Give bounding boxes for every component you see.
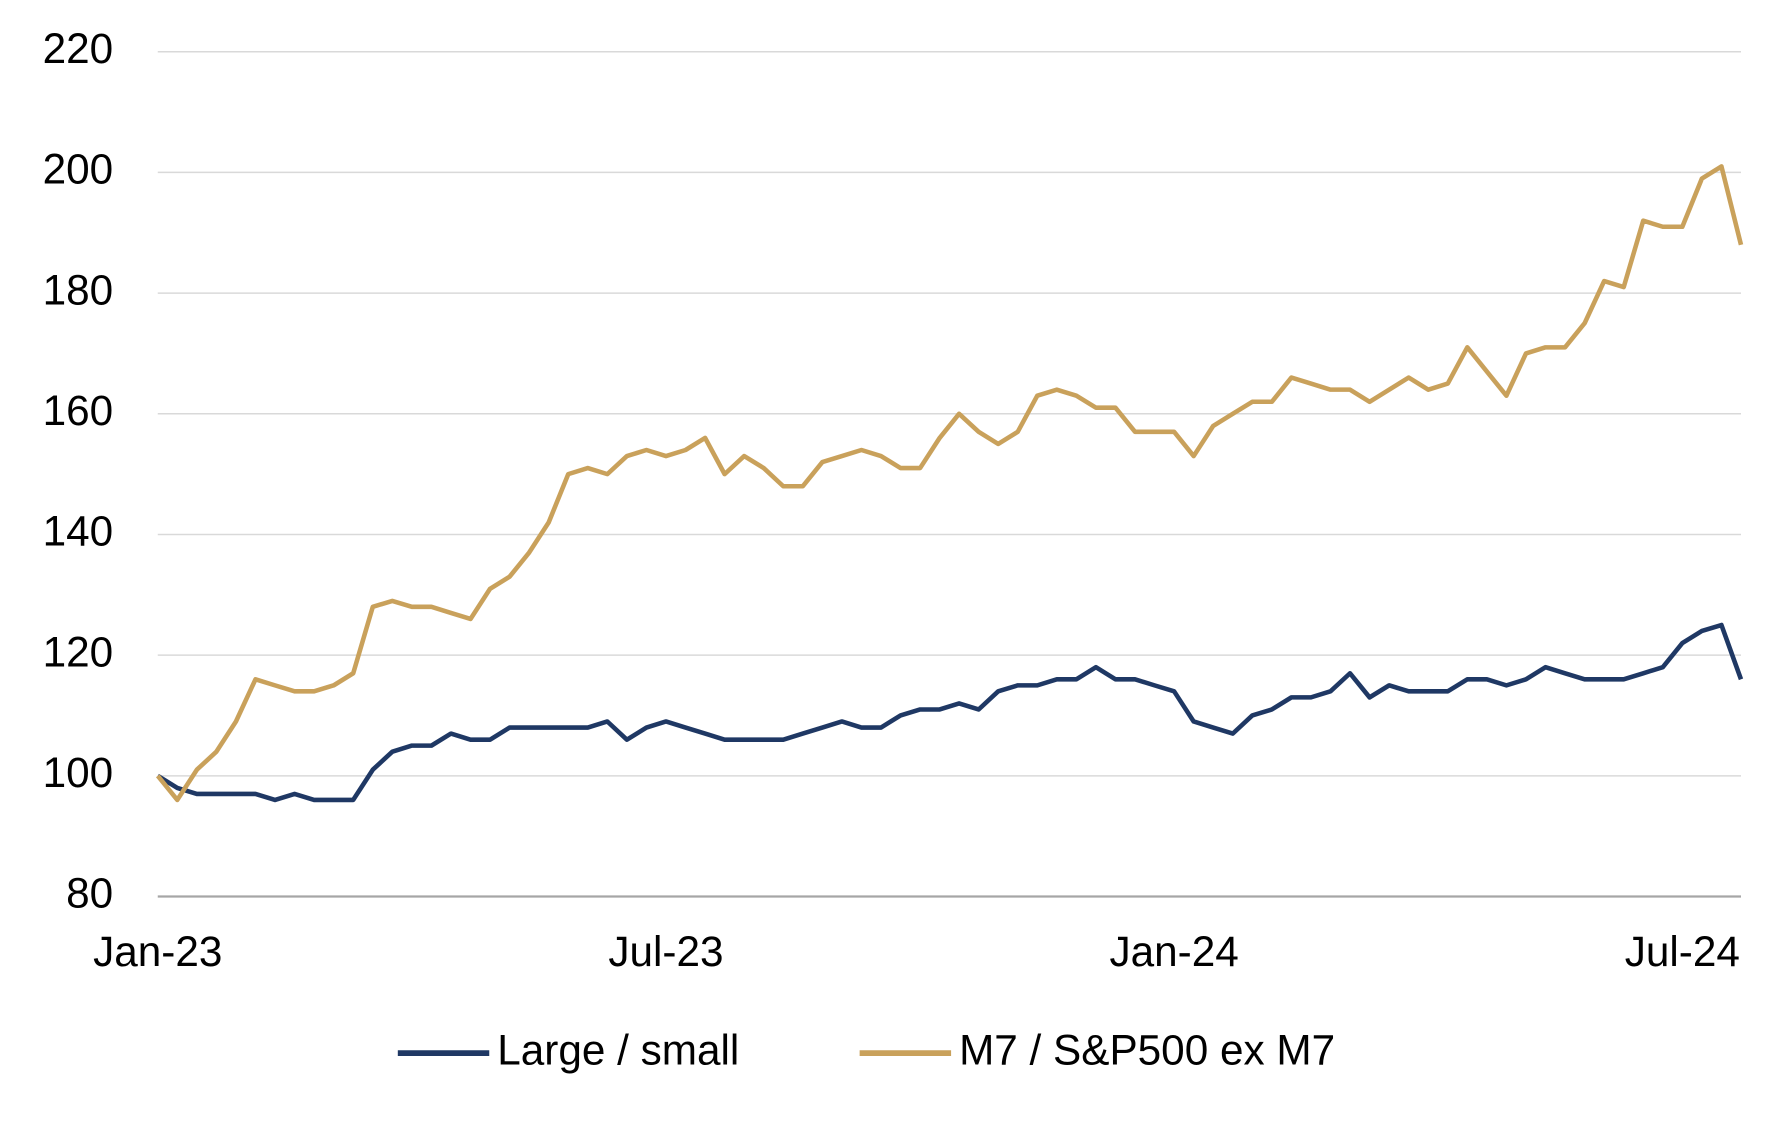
legend-label: Large / small — [497, 1026, 739, 1073]
y-tick-label: 140 — [43, 508, 114, 555]
y-tick-label: 100 — [43, 749, 114, 796]
y-tick-label: 160 — [43, 387, 114, 434]
x-tick-label: Jul-24 — [1625, 928, 1740, 975]
y-tick-label: 200 — [43, 146, 114, 193]
legend-label: M7 / S&P500 ex M7 — [959, 1026, 1335, 1073]
x-tick-label: Jul-23 — [608, 928, 723, 975]
x-tick-label: Jan-23 — [93, 928, 222, 975]
y-tick-label: 120 — [43, 628, 114, 675]
y-tick-label: 220 — [43, 25, 114, 72]
x-tick-label: Jan-24 — [1110, 928, 1239, 975]
data-line — [156, 622, 1744, 803]
data-line — [155, 164, 1744, 803]
y-tick-label: 180 — [43, 266, 114, 313]
y-tick-label: 80 — [66, 870, 113, 917]
